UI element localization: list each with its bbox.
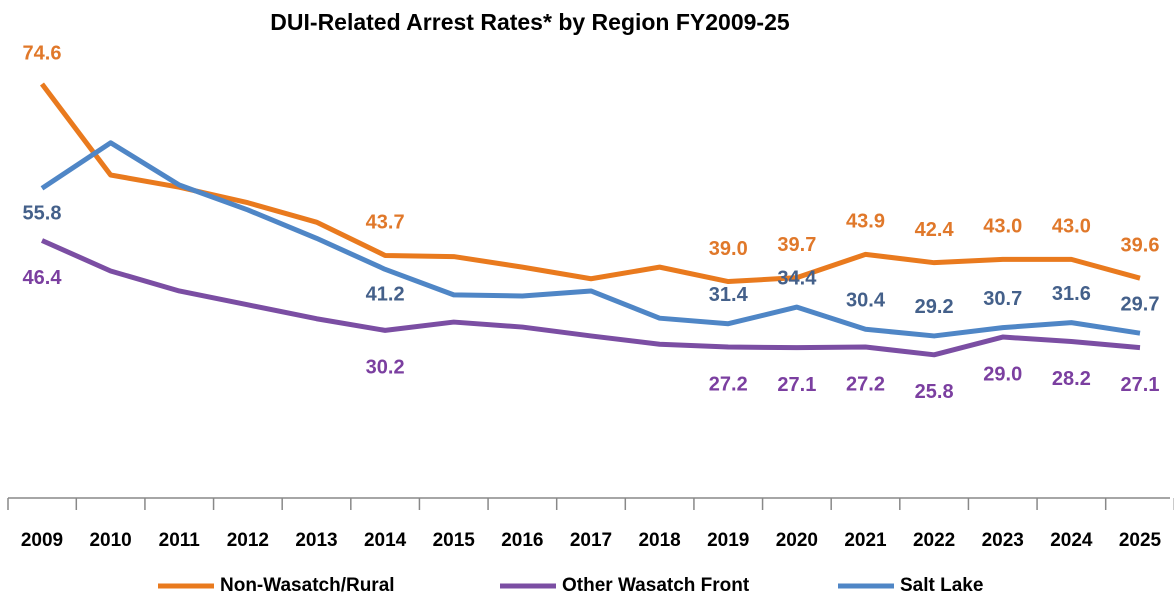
data-label: 29.7	[1121, 293, 1160, 315]
data-label: 34.4	[777, 267, 817, 289]
x-tick-label: 2019	[707, 530, 749, 551]
data-label: 29.2	[915, 296, 954, 318]
legend-label: Non-Wasatch/Rural	[220, 575, 395, 596]
x-tick-label: 2021	[844, 530, 887, 551]
x-tick-label: 2010	[89, 530, 131, 551]
data-label: 43.0	[1052, 216, 1091, 238]
data-label: 39.7	[777, 234, 816, 256]
data-label: 41.2	[366, 284, 405, 306]
data-label: 25.8	[915, 381, 954, 403]
data-label: 31.6	[1052, 283, 1091, 305]
data-label: 42.4	[915, 219, 955, 241]
legend-label: Other Wasatch Front	[562, 575, 750, 596]
x-tick-label: 2022	[913, 530, 955, 551]
chart-title: DUI-Related Arrest Rates* by Region FY20…	[270, 9, 790, 35]
data-label: 43.7	[366, 212, 405, 234]
x-tick-label: 2024	[1050, 530, 1093, 551]
x-tick-label: 2016	[501, 530, 543, 551]
data-label: 27.2	[846, 373, 885, 395]
x-tick-label: 2014	[364, 530, 407, 551]
data-label: 43.0	[983, 216, 1022, 238]
x-tick-label: 2017	[570, 530, 612, 551]
data-label: 74.6	[23, 42, 62, 64]
legend-label: Salt Lake	[900, 575, 983, 596]
data-label: 39.6	[1121, 235, 1160, 257]
x-tick-label: 2013	[295, 530, 337, 551]
data-label: 31.4	[709, 284, 749, 306]
data-label: 29.0	[983, 363, 1022, 385]
series-line	[40, 238, 1141, 358]
data-label: 46.4	[23, 267, 63, 289]
x-tick-label: 2023	[982, 530, 1024, 551]
x-tick-label: 2015	[433, 530, 476, 551]
data-label: 30.2	[366, 357, 405, 379]
series-line	[40, 82, 1141, 285]
x-tick-label: 2018	[638, 530, 680, 551]
data-label: 27.1	[1121, 374, 1160, 396]
data-label: 30.4	[846, 290, 886, 312]
data-label: 28.2	[1052, 368, 1091, 390]
data-label: 39.0	[709, 238, 748, 260]
x-tick-label: 2011	[159, 530, 201, 551]
data-label: 43.9	[846, 211, 885, 233]
series-line	[40, 140, 1141, 339]
data-label: 30.7	[983, 288, 1022, 310]
data-label: 27.1	[777, 374, 816, 396]
data-label: 27.2	[709, 373, 748, 395]
x-tick-label: 2025	[1119, 530, 1162, 551]
x-tick-label: 2020	[776, 530, 818, 551]
x-tick-label: 2012	[227, 530, 269, 551]
data-label: 55.8	[23, 203, 62, 225]
x-tick-label: 2009	[21, 530, 63, 551]
